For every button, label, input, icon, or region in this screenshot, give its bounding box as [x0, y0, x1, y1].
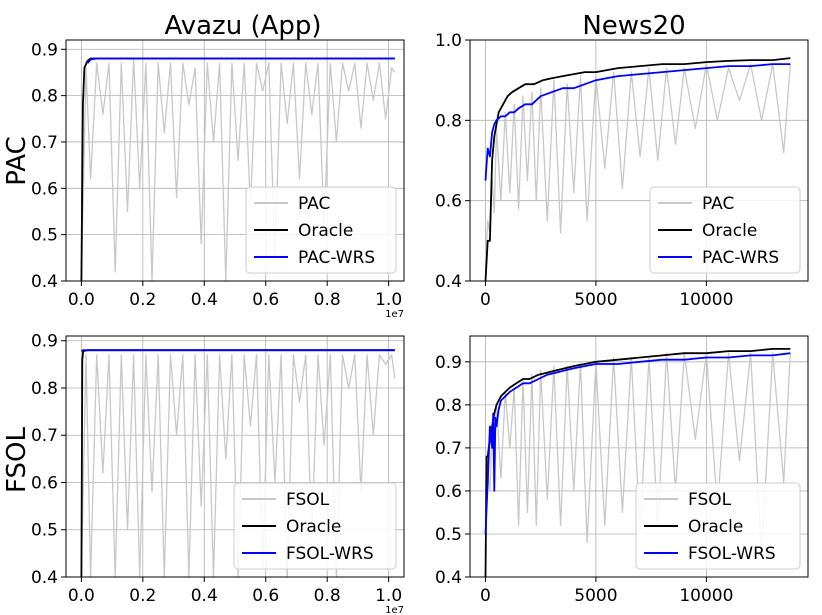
series-line-fsol [484, 352, 791, 557]
y-tick-label: 0.8 [435, 396, 462, 416]
y-tick-label: 0.6 [435, 192, 462, 212]
x-tick-label: 5000 [574, 586, 617, 606]
panel-pac-news20: 0 5000 10000 0.4 0.6 0.8 1.0 PAC Oracle PAC-WRS [435, 31, 809, 310]
y-tick-label: 0.4 [31, 272, 58, 292]
series-line-fsol-wrs [484, 352, 791, 535]
y-tick-label: 0.5 [31, 226, 58, 246]
legend-label: Oracle [286, 517, 341, 537]
y-tick-label: 0.7 [31, 426, 58, 446]
row-label-pac: PAC [2, 136, 32, 186]
legend-box [635, 482, 801, 570]
x-tick-label: 0.8 [314, 586, 341, 606]
x-tick-label: 0.0 [68, 586, 95, 606]
plot-frame [65, 39, 405, 282]
x-tick-label: 0.6 [252, 290, 279, 310]
y-tick-label: 0.5 [31, 521, 58, 541]
series-line-pac [484, 63, 791, 261]
series-group [80, 57, 396, 281]
y-tick-label: 0.9 [31, 40, 58, 60]
legend-box [233, 482, 397, 570]
x-tick-label: 10000 [679, 586, 733, 606]
legend-label: PAC-WRS [702, 248, 779, 268]
series-line-pac-wrs [86, 57, 395, 64]
y-tick-label: 0.6 [435, 482, 462, 502]
x-tick-label: 5000 [574, 290, 617, 310]
column-title-avazu: Avazu (App) [164, 11, 321, 41]
legend-label: Oracle [298, 221, 353, 241]
legend: PAC Oracle PAC-WRS [245, 186, 397, 274]
legend-label: FSOL [688, 490, 732, 510]
x-tick-label: 0.0 [68, 290, 95, 310]
y-tick-label: 0.6 [31, 473, 58, 493]
plot-frame [469, 335, 809, 578]
series-line-oracle [484, 57, 791, 281]
x-offset-label: 1e7 [385, 605, 404, 615]
y-tick-label: 0.7 [31, 133, 58, 153]
legend-box [649, 186, 801, 274]
x-tick-label: 1.0 [375, 290, 402, 310]
x-tick-label: 1.0 [375, 586, 402, 606]
y-tick-label: 0.7 [435, 439, 462, 459]
y-tick-label: 0.6 [31, 179, 58, 199]
y-tick-label: 0.4 [31, 568, 58, 588]
plot-frame [65, 335, 405, 578]
legend-box [245, 186, 397, 274]
y-tick-label: 0.8 [435, 111, 462, 131]
y-tick-label: 0.8 [31, 379, 58, 399]
legend-label: Oracle [702, 221, 757, 241]
x-offset-label: 1e7 [385, 309, 404, 320]
series-group [484, 347, 791, 577]
legend-label: FSOL [286, 490, 330, 510]
series-line-fsol [80, 354, 396, 577]
legend-label: PAC [298, 194, 330, 214]
y-tick-label: 0.4 [435, 272, 462, 292]
x-tick-label: 0 [480, 586, 491, 606]
legend: FSOL Oracle FSOL-WRS [635, 482, 801, 570]
y-tick-label: 1.0 [435, 31, 462, 51]
panel-fsol-news20: 0 5000 100000.40.50.60.70.80.9FSOLOracleFS… [435, 335, 809, 606]
series-line-pac-wrs [484, 63, 791, 181]
series-group [484, 57, 791, 281]
panel-fsol-avazu: 0.0 0.2 0.4 0.6 0.8 1.0 0.4 0.5 0.6 0.7 0.8 0.9 1e7 F… [31, 332, 405, 615]
legend-label: Oracle [688, 517, 743, 537]
plot-frame [469, 39, 809, 282]
x-tick-label: 10000 [679, 290, 733, 310]
y-tick-label: 0.5 [435, 525, 462, 545]
legend-label: PAC-WRS [298, 248, 375, 268]
legend: PAC Oracle PAC-WRS [649, 186, 801, 274]
x-tick-label: 0.4 [191, 586, 218, 606]
panel-pac-avazu: 0.0 0.2 0.4 0.6 0.8 1.0 0.4 0.5 0.6 0.7 0.8 0.9 1e7 P… [31, 39, 405, 320]
y-tick-label: 0.4 [435, 568, 462, 588]
x-tick-label: 0.6 [252, 586, 279, 606]
x-tick-label: 0 [480, 290, 491, 310]
legend-label: FSOL-WRS [286, 544, 374, 564]
x-tick-label: 0.2 [129, 290, 156, 310]
y-tick-label: 0.8 [31, 87, 58, 107]
column-title-news20: News20 [582, 11, 685, 41]
y-tick-label: 0.9 [435, 353, 462, 373]
legend-label: FSOL-WRS [688, 544, 776, 564]
series-line-fsol-wrs [80, 349, 395, 352]
x-tick-label: 0.2 [129, 586, 156, 606]
y-tick-label: 0.9 [31, 332, 58, 352]
row-label-fsol: FSOL [2, 427, 32, 493]
series-line-pac [80, 57, 396, 281]
x-tick-label: 0.4 [191, 290, 218, 310]
legend: FSOL Oracle FSOL-WRS [233, 482, 397, 570]
legend-label: PAC [702, 194, 734, 214]
series-group [80, 349, 396, 577]
x-tick-label: 0.8 [314, 290, 341, 310]
